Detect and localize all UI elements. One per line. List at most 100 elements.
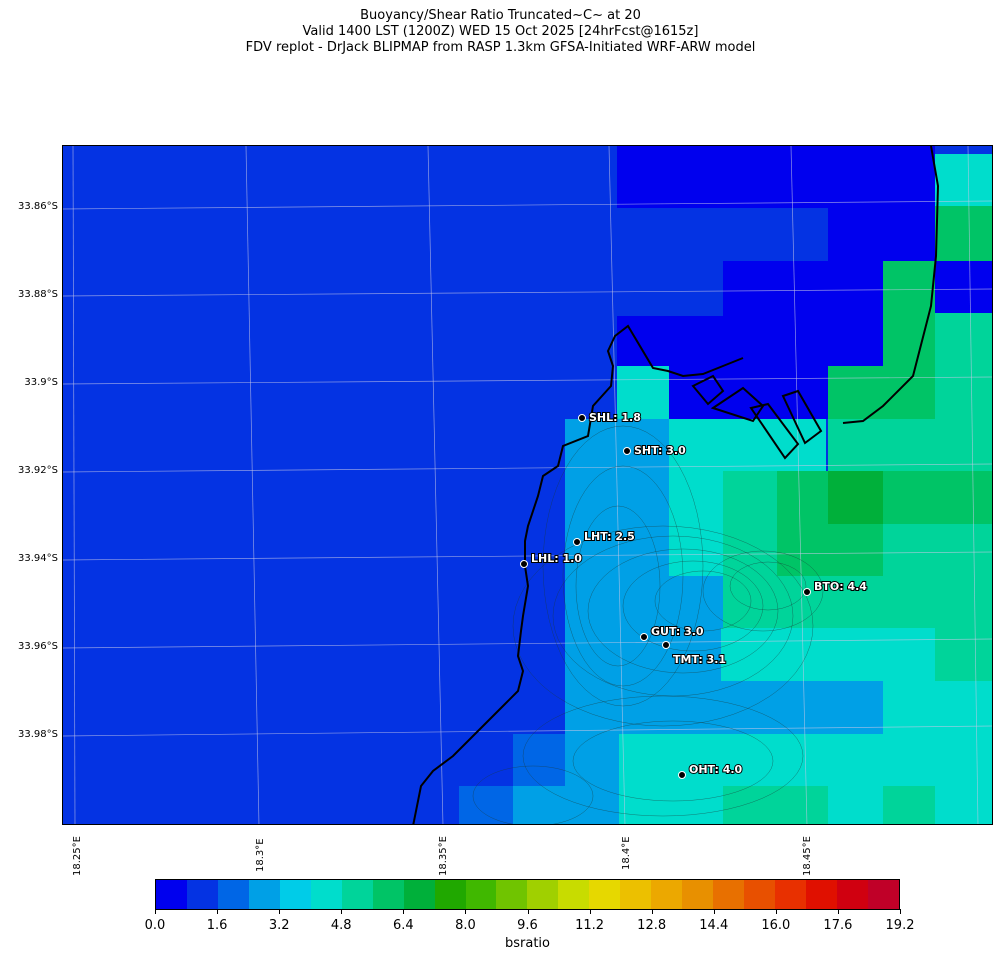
colorbar-tick-label: 17.6 xyxy=(823,918,853,933)
colorbar-tick-mark xyxy=(775,909,777,914)
map-panel[interactable]: SHL: 1.8 SHT: 3.0 LHT: 2.5 LHL: 1.0 BTO: 4.4… xyxy=(62,145,993,825)
field-cell xyxy=(883,261,935,366)
field-cell xyxy=(883,471,992,524)
field-cell xyxy=(828,786,884,824)
field-cell xyxy=(669,471,723,524)
colorbar-tick-label: 16.0 xyxy=(761,918,791,933)
station-label: TMT: 3.1 xyxy=(673,653,726,666)
lat-label: 33.92°S xyxy=(18,465,58,476)
terrain-contour xyxy=(512,525,814,727)
chart-title: Buoyancy/Shear Ratio Truncated~C~ at 20 xyxy=(360,8,641,23)
station-marker xyxy=(662,641,670,649)
field-cell xyxy=(671,734,723,786)
harbour-breakwater xyxy=(781,389,823,445)
colorbar-swatch xyxy=(217,880,249,909)
lat-label: 33.98°S xyxy=(18,729,58,740)
colorbar-swatch xyxy=(744,880,776,909)
field-cell xyxy=(828,146,935,261)
lon-label: 18.45°E xyxy=(802,836,813,876)
colorbar-tick-label: 11.2 xyxy=(575,918,605,933)
colorbar-tick-label: 6.4 xyxy=(392,918,414,933)
terrain-contour xyxy=(542,425,704,707)
colorbar-tick-label: 4.8 xyxy=(330,918,352,933)
colorbar-swatch xyxy=(836,880,868,909)
terrain-contour xyxy=(572,720,774,802)
graticule-line xyxy=(63,288,992,297)
terrain-contour xyxy=(472,765,594,824)
colorbar-swatch xyxy=(620,880,652,909)
station-marker xyxy=(578,414,586,422)
chart-subtitle-model: FDV replot - DrJack BLIPMAP from RASP 1.… xyxy=(245,40,756,55)
graticule-line xyxy=(63,551,992,561)
field-cell xyxy=(723,471,777,524)
colorbar-tick-label: 14.4 xyxy=(699,918,729,933)
field-cell xyxy=(828,628,935,681)
field-cell xyxy=(935,576,992,628)
field-cell xyxy=(513,734,565,786)
field-cell xyxy=(883,786,935,824)
colorbar-swatch xyxy=(867,880,899,909)
field-cell xyxy=(935,524,992,576)
lat-label: 33.86°S xyxy=(18,201,58,212)
colorbar-swatch xyxy=(341,880,373,909)
field-cell xyxy=(883,524,935,576)
graticule-line xyxy=(63,376,992,385)
colorbar-tick-label: 9.6 xyxy=(517,918,538,933)
field-cell xyxy=(935,786,992,824)
station-label: OHT: 4.0 xyxy=(689,763,743,776)
station-marker xyxy=(678,771,686,779)
colorbar-swatch xyxy=(403,880,435,909)
colorbar-tick-label: 8.0 xyxy=(455,918,476,933)
terrain-contour xyxy=(729,561,807,611)
colorbar-tick-mark xyxy=(217,909,219,914)
field-cell xyxy=(617,366,669,419)
field-cell xyxy=(723,576,935,628)
field-cell xyxy=(935,154,992,206)
colorbar-swatch xyxy=(651,880,683,909)
colorbar-tick-mark xyxy=(589,909,591,914)
colorbar-tick-mark xyxy=(279,909,281,914)
field-cell xyxy=(828,419,992,471)
terrain-contour xyxy=(622,560,764,652)
field-cell xyxy=(777,471,828,524)
colorbar-swatch xyxy=(465,880,497,909)
colorbar-tick-mark xyxy=(837,909,839,914)
colorbar-swatch xyxy=(806,880,837,909)
chart-subtitle-valid-time: Valid 1400 LST (1200Z) WED 15 Oct 2025 [… xyxy=(302,24,699,39)
colorbar-tick-label: 12.8 xyxy=(637,918,667,933)
colorbar-swatch xyxy=(558,880,590,909)
colorbar-label: bsratio xyxy=(505,936,550,951)
lon-label: 18.3°E xyxy=(255,838,266,872)
field-cell xyxy=(935,261,992,313)
colorbar-swatch xyxy=(713,880,745,909)
coastline xyxy=(842,146,940,424)
graticule-line xyxy=(967,146,979,824)
station-marker xyxy=(573,538,581,546)
colorbar-tick-mark xyxy=(527,909,529,914)
lat-label: 33.96°S xyxy=(18,641,58,652)
station-label: BTO: 4.4 xyxy=(814,580,867,593)
colorbar-tick-label: 0.0 xyxy=(144,918,166,933)
graticule-line xyxy=(63,638,992,649)
colorbar-tick-mark xyxy=(713,909,715,914)
station-label: GUT: 3.0 xyxy=(651,625,704,638)
colorbar-swatch xyxy=(279,880,311,909)
field-cell xyxy=(828,471,883,524)
station-label: LHT: 2.5 xyxy=(584,530,635,543)
field-cell xyxy=(723,419,826,471)
colorbar-tick-label: 1.6 xyxy=(206,918,228,933)
lon-label: 18.4°E xyxy=(621,836,632,870)
colorbar-swatch xyxy=(527,880,559,909)
field-cell xyxy=(721,628,828,681)
colorbar-swatch xyxy=(156,880,187,909)
station-label: LHL: 1.0 xyxy=(531,552,582,565)
field-cell xyxy=(935,366,992,419)
colorbar-swatch xyxy=(682,880,714,909)
field-cell xyxy=(565,576,723,628)
terrain-contour xyxy=(587,548,779,674)
colorbar xyxy=(155,879,900,910)
colorbar-tick-mark xyxy=(341,909,343,914)
harbour-breakwater xyxy=(691,374,725,406)
colorbar-tick-mark xyxy=(155,909,156,914)
